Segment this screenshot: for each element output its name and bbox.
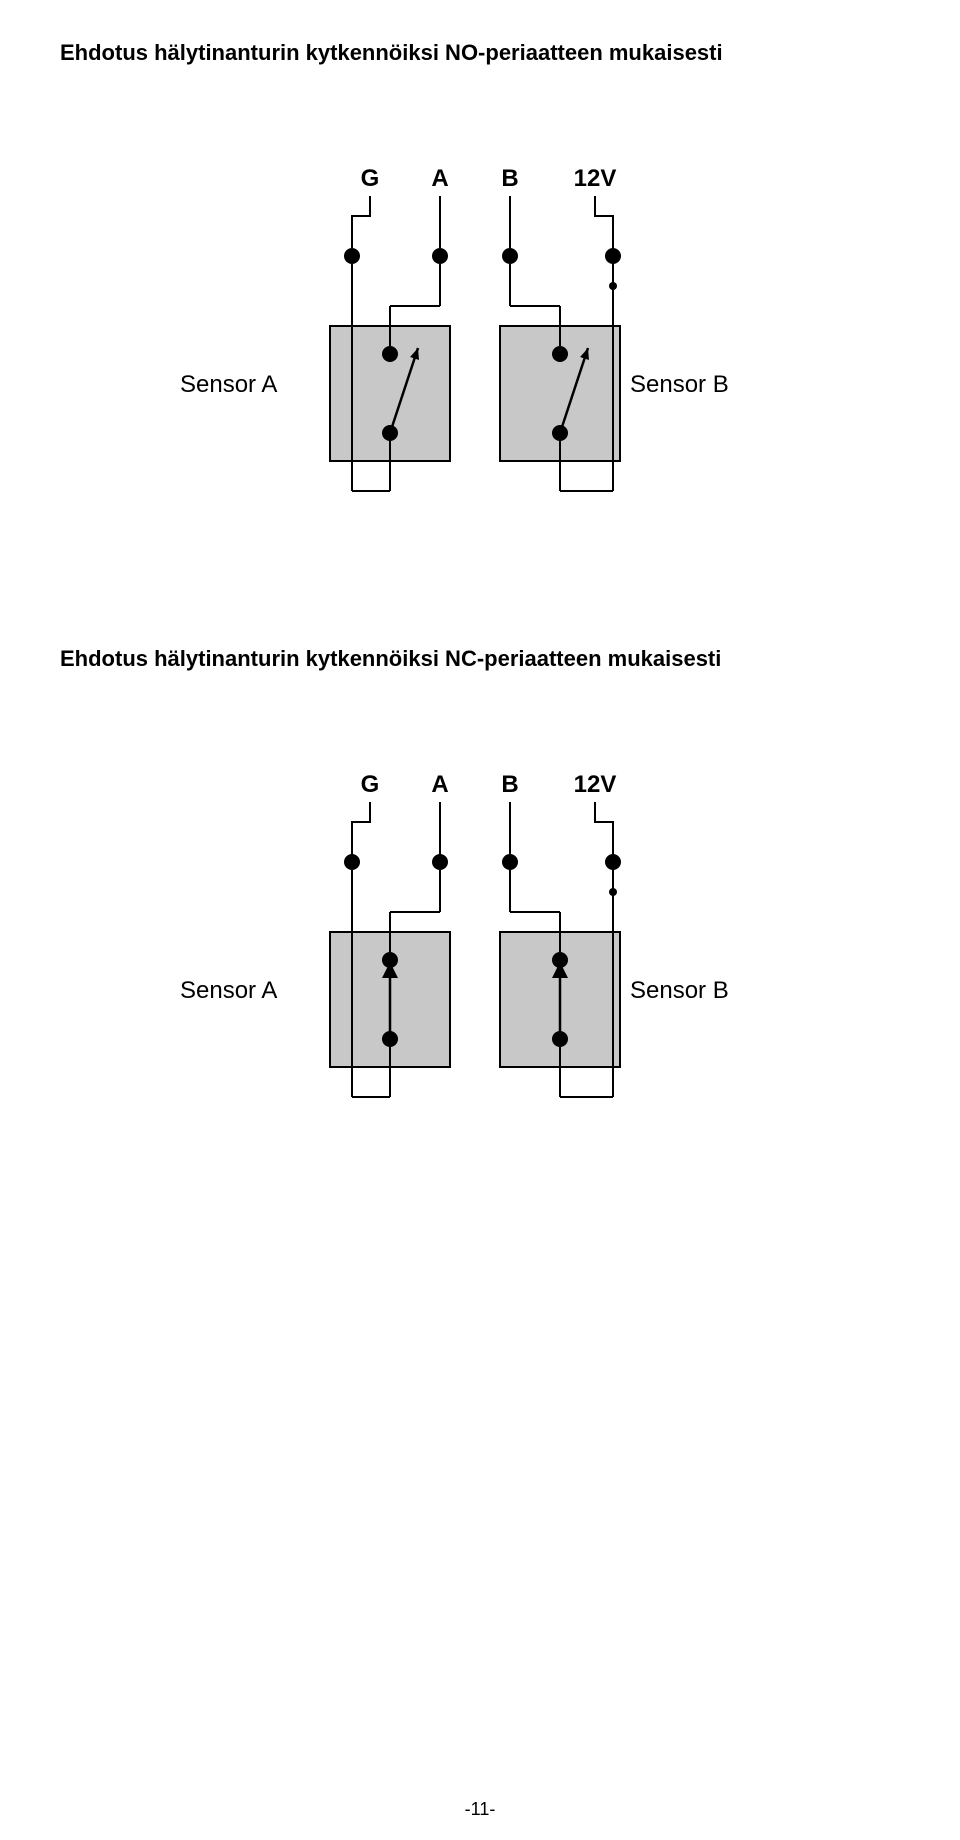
diagram-nc: G A B 12V Sensor A Sensor B <box>180 732 780 1172</box>
svg-text:G: G <box>361 771 380 798</box>
svg-text:G: G <box>361 165 380 192</box>
svg-text:A: A <box>431 771 448 798</box>
svg-text:B: B <box>501 771 518 798</box>
svg-text:A: A <box>431 165 448 192</box>
svg-text:B: B <box>501 165 518 192</box>
svg-text:12V: 12V <box>574 771 617 798</box>
section1-title: Ehdotus hälytinanturin kytkennöiksi NO-p… <box>60 40 900 66</box>
page-number: -11- <box>465 1799 496 1820</box>
sensor-b-label-2: Sensor B <box>630 977 729 1005</box>
sensor-a-label-2: Sensor A <box>180 977 277 1005</box>
sensor-b-label: Sensor B <box>630 371 729 399</box>
diagram-no: G A B 12V Sensor A Sensor B <box>180 126 780 566</box>
sensor-a-label: Sensor A <box>180 371 277 399</box>
svg-text:12V: 12V <box>574 165 617 192</box>
section2-title: Ehdotus hälytinanturin kytkennöiksi NC-p… <box>60 646 900 672</box>
